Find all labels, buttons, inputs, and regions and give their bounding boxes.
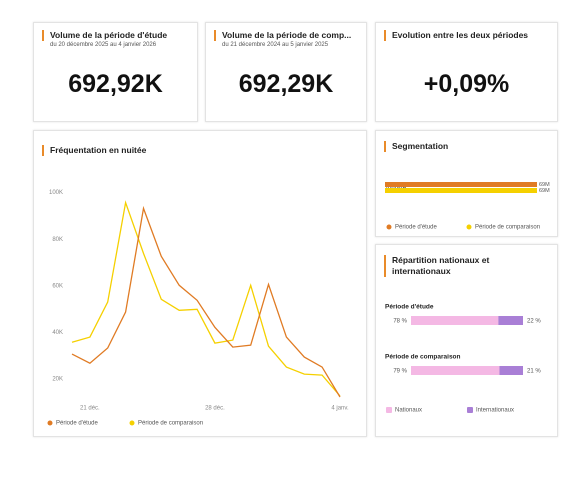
kpi-value: 692,29K xyxy=(238,70,334,98)
legend-swatch xyxy=(386,224,392,230)
chart-title: Segmentation xyxy=(384,141,448,152)
x-tick-label: 28 déc. xyxy=(205,406,225,412)
bar xyxy=(385,182,537,187)
kpi-value: 692,92K xyxy=(68,70,163,98)
line-series xyxy=(71,205,341,398)
legend-label: Période d'étude xyxy=(395,225,438,231)
group-label: Période de comparaison xyxy=(385,354,461,361)
group-label: Période d'étude xyxy=(385,304,434,311)
y-tick-label: 80K xyxy=(52,237,63,243)
legend-swatch xyxy=(129,420,135,426)
y-tick-label: 40K xyxy=(52,330,63,336)
bar-segment xyxy=(411,316,499,325)
kpi-title: Volume de la période d'étude xyxy=(42,30,167,41)
legend-swatch xyxy=(466,224,472,230)
kpi-card: Evolution entre les deux périodes +0,09% xyxy=(375,22,558,122)
kpi-card: Volume de la période de comp... du 21 dé… xyxy=(205,22,367,122)
legend-swatch xyxy=(386,407,392,413)
kpi-subtitle: du 20 décembre 2025 au 4 janvier 2026 xyxy=(50,42,157,48)
legend-label: Internationaux xyxy=(476,408,514,414)
bar xyxy=(385,188,537,193)
legend-label: Période de comparaison xyxy=(138,421,203,427)
line-chart-card: Fréquentation en nuitée xyxy=(33,130,367,437)
kpi-title: Evolution entre les deux périodes xyxy=(384,30,528,41)
value-label: 69M xyxy=(539,188,550,194)
repartition-card: Répartition nationaux et internationaux xyxy=(375,244,558,437)
value-label: 22 % xyxy=(527,319,541,325)
legend-label: Nationaux xyxy=(395,408,422,414)
line-series xyxy=(71,200,341,397)
y-tick-label: 60K xyxy=(52,283,63,289)
legend-swatch xyxy=(467,407,473,413)
x-tick-label: 21 déc. xyxy=(80,406,100,412)
value-label: 78 % xyxy=(393,319,407,325)
legend-label: Période d'étude xyxy=(56,421,99,427)
value-label: 21 % xyxy=(527,369,541,375)
bar-segment xyxy=(411,366,500,375)
kpi-card: Volume de la période d'étude du 20 décem… xyxy=(33,22,198,122)
y-tick-label: 20K xyxy=(52,377,63,383)
kpi-subtitle: du 21 décembre 2024 au 5 janvier 2025 xyxy=(222,42,329,48)
x-tick-label: 4 janv. xyxy=(331,406,349,412)
bar-segment xyxy=(499,366,523,375)
legend-swatch xyxy=(47,420,53,426)
value-label: 69M xyxy=(539,182,550,188)
value-label: 79 % xyxy=(393,369,407,375)
bar-segment xyxy=(498,316,523,325)
kpi-title: Volume de la période de comp... xyxy=(214,30,351,41)
kpi-value: +0,09% xyxy=(423,70,510,98)
chart-title: Répartition nationaux et internationaux xyxy=(384,255,512,277)
legend-label: Période de comparaison xyxy=(475,225,540,231)
y-tick-label: 100K xyxy=(49,190,63,196)
chart-title: Fréquentation en nuitée xyxy=(42,145,146,156)
